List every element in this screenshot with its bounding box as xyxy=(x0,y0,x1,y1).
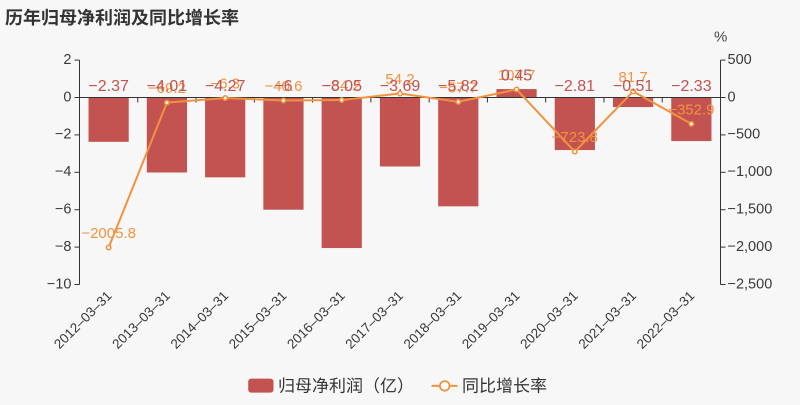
svg-text:107.7: 107.7 xyxy=(498,67,536,84)
svg-text:81.7: 81.7 xyxy=(618,69,647,86)
svg-text:0: 0 xyxy=(728,89,736,105)
svg-text:−2005.8: −2005.8 xyxy=(81,225,136,242)
svg-text:−4.01: −4.01 xyxy=(147,78,188,95)
svg-text:2: 2 xyxy=(63,52,71,68)
svg-text:−4.27: −4.27 xyxy=(205,78,246,95)
svg-text:−69.2: −69.2 xyxy=(148,80,186,97)
svg-text:−57.7: −57.7 xyxy=(439,79,477,96)
svg-text:2012–03–31: 2012–03–31 xyxy=(51,288,115,352)
svg-text:0.45: 0.45 xyxy=(501,68,532,85)
svg-text:−10: −10 xyxy=(47,276,72,292)
svg-text:−5.82: −5.82 xyxy=(438,78,479,95)
svg-text:2013–03–31: 2013–03–31 xyxy=(109,288,173,352)
svg-text:−40.6: −40.6 xyxy=(264,78,302,95)
svg-text:−6: −6 xyxy=(55,202,72,218)
svg-text:−1,500: −1,500 xyxy=(728,202,773,218)
svg-text:−2: −2 xyxy=(55,127,72,143)
svg-text:2021–03–31: 2021–03–31 xyxy=(576,288,640,352)
svg-text:500: 500 xyxy=(728,52,752,68)
svg-text:−8.05: −8.05 xyxy=(321,78,362,95)
svg-text:−1,000: −1,000 xyxy=(728,164,773,180)
svg-text:−6.3: −6.3 xyxy=(210,75,240,92)
svg-text:−2.37: −2.37 xyxy=(88,78,129,95)
svg-text:2019–03–31: 2019–03–31 xyxy=(459,288,523,352)
svg-text:0: 0 xyxy=(63,89,71,105)
svg-text:2017–03–31: 2017–03–31 xyxy=(342,288,406,352)
svg-text:−723.8: −723.8 xyxy=(552,129,598,146)
svg-text:2022–03–31: 2022–03–31 xyxy=(634,288,698,352)
svg-text:2018–03–31: 2018–03–31 xyxy=(401,288,465,352)
svg-text:−4: −4 xyxy=(55,164,72,180)
svg-text:−500: −500 xyxy=(728,127,761,143)
svg-text:−3.69: −3.69 xyxy=(380,78,421,95)
svg-text:−8: −8 xyxy=(55,239,72,255)
svg-text:−6: −6 xyxy=(274,78,292,95)
svg-text:−2.33: −2.33 xyxy=(671,78,712,95)
svg-text:2016–03–31: 2016–03–31 xyxy=(284,288,348,352)
svg-text:−352.9: −352.9 xyxy=(668,101,714,118)
svg-text:−2,500: −2,500 xyxy=(728,276,773,292)
svg-text:−34.2: −34.2 xyxy=(323,78,361,95)
svg-text:−2.81: −2.81 xyxy=(555,78,596,95)
svg-text:−2,000: −2,000 xyxy=(728,239,773,255)
svg-text:2020–03–31: 2020–03–31 xyxy=(517,288,581,352)
svg-text:%: % xyxy=(714,29,727,46)
svg-text:2015–03–31: 2015–03–31 xyxy=(226,288,290,352)
svg-text:54.2: 54.2 xyxy=(385,71,414,88)
svg-text:2014–03–31: 2014–03–31 xyxy=(168,288,232,352)
svg-text:−0.51: −0.51 xyxy=(613,78,654,95)
